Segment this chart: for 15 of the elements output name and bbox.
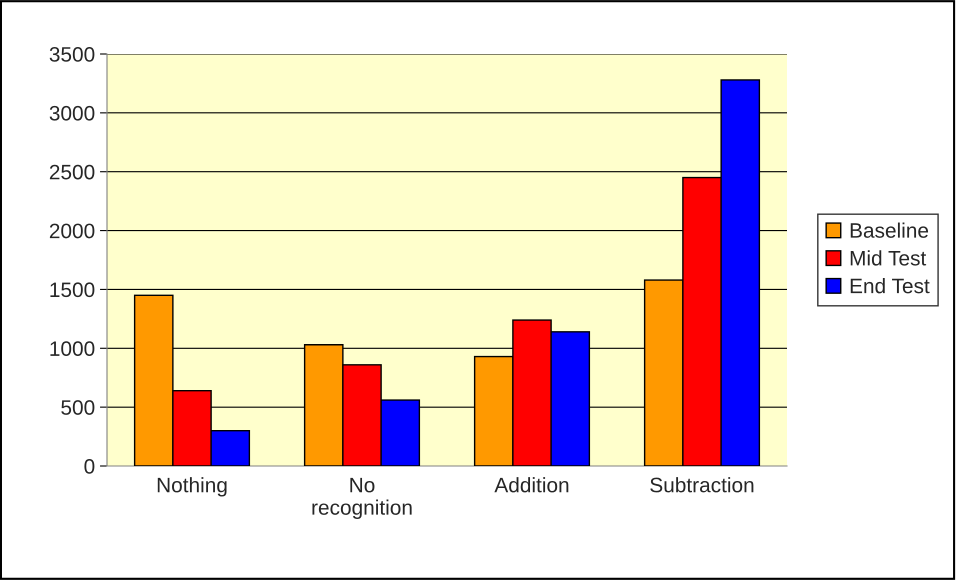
legend-label: End Test bbox=[850, 278, 930, 294]
y-tick-label: 3000 bbox=[50, 106, 94, 121]
y-tick-label: 0 bbox=[84, 459, 94, 474]
legend-label: Baseline bbox=[850, 222, 928, 238]
x-tick-label: Addition bbox=[494, 477, 568, 492]
y-tick-label: 2000 bbox=[50, 224, 94, 238]
x-tick-label: Subtraction bbox=[650, 477, 754, 492]
y-tick-label: 2500 bbox=[50, 164, 94, 180]
y-tick-label: 3500 bbox=[50, 47, 94, 62]
y-tick-label: 1500 bbox=[50, 282, 94, 298]
legend-label: Mid Test bbox=[850, 250, 926, 266]
x-tick-label: No recognition bbox=[312, 478, 412, 519]
y-tick-label: 1000 bbox=[50, 341, 94, 356]
x-tick-label: Nothing bbox=[158, 477, 227, 497]
y-tick-label: 500 bbox=[61, 400, 94, 415]
